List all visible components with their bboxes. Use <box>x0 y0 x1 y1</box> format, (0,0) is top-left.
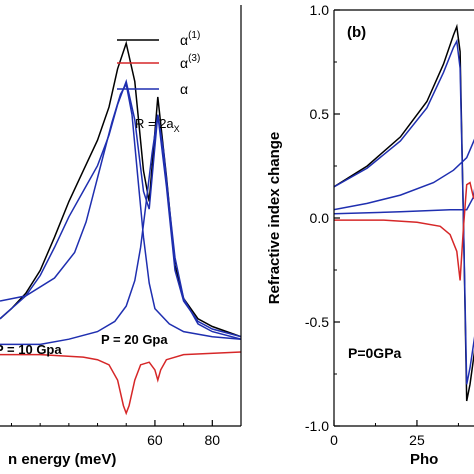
annotation-pressure-20: P = 20 Gpa <box>101 332 168 347</box>
series-group-b <box>334 23 474 402</box>
y-tick-label-0: -1.0 <box>305 418 329 434</box>
series-line-b-4 <box>334 181 474 281</box>
series-line-b-1 <box>334 38 474 385</box>
series-line-b-0 <box>334 23 474 402</box>
y-tick-label-2: 0.0 <box>310 210 330 226</box>
annotation-radius: R = 2aX <box>135 116 180 134</box>
legend-label-0: α(1) <box>180 30 200 48</box>
y-tick-label-4: 1.0 <box>310 2 330 18</box>
y-tick-label-3: 0.5 <box>310 106 330 122</box>
x-axis-label: n energy (meV) <box>8 451 116 468</box>
series-line-3 <box>0 114 241 346</box>
legend-label-1: α(3) <box>180 53 200 71</box>
series-line-2 <box>0 81 241 340</box>
x-tick-label-b-0: 0 <box>330 432 338 448</box>
series-line-b-3 <box>334 188 474 215</box>
x-tick-label-b-25: 25 <box>409 432 425 448</box>
series-line-0 <box>0 40 241 338</box>
x-axis-label-b: Pho <box>410 451 438 468</box>
x-tick-label-80: 80 <box>205 432 221 448</box>
panel-label-b: (b) <box>347 24 366 41</box>
series-line-b-2 <box>334 138 474 211</box>
legend-label-2: α <box>180 81 188 97</box>
chart-panel-a: 60 80 n energy (meV) α(1) α(3) α R = 2aX P = 20… <box>0 5 242 468</box>
series-group <box>0 40 241 416</box>
annotation-pressure-0: P=0GPa <box>348 345 402 361</box>
x-tick-label-60: 60 <box>147 432 163 448</box>
series-line-4 <box>0 351 241 416</box>
chart-panel-b: -1.0 -0.5 0.0 0.5 1.0 0 25 Refractive index cha… <box>266 2 474 468</box>
y-tick-label-1: -0.5 <box>305 314 329 330</box>
y-axis-label: Refractive index change <box>266 132 283 305</box>
annotation-pressure-10: P = 10 Gpa <box>0 342 62 357</box>
series-line-1 <box>0 78 241 338</box>
